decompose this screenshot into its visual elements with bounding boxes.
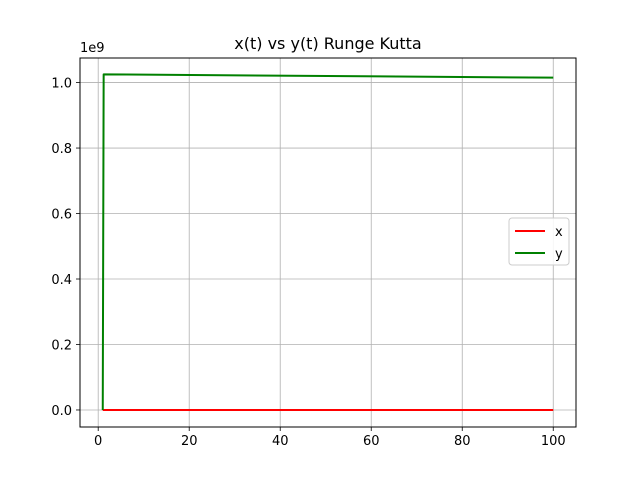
x-tick-label: 80 — [454, 434, 471, 449]
y-tick-label: 0.8 — [51, 142, 72, 157]
x-tick-label: 40 — [272, 434, 289, 449]
x-tick-label: 20 — [181, 434, 198, 449]
chart-title: x(t) vs y(t) Runge Kutta — [234, 34, 421, 53]
y-offset-label: 1e9 — [80, 41, 105, 56]
x-tick-label: 60 — [363, 434, 380, 449]
y-tick-label: 0.6 — [51, 208, 72, 223]
legend: x y — [508, 217, 570, 266]
x-axis: 0 20 40 60 80 100 — [94, 427, 566, 449]
y-tick-label: 0.0 — [51, 404, 72, 419]
series-line-y — [101, 73, 554, 410]
x-tick-label: 100 — [541, 434, 566, 449]
grid — [80, 58, 576, 427]
axes-frame — [79, 57, 577, 428]
plot-lines — [101, 73, 554, 411]
legend-label-y: y — [555, 247, 563, 262]
y-tick-label: 0.4 — [51, 273, 72, 288]
y-tick-label: 1.0 — [51, 77, 72, 92]
legend-label-x: x — [555, 225, 563, 240]
y-tick-label: 0.2 — [51, 338, 72, 353]
x-tick-label: 0 — [94, 434, 102, 449]
y-axis: 0.0 0.2 0.4 0.6 0.8 1.0 — [51, 77, 80, 419]
